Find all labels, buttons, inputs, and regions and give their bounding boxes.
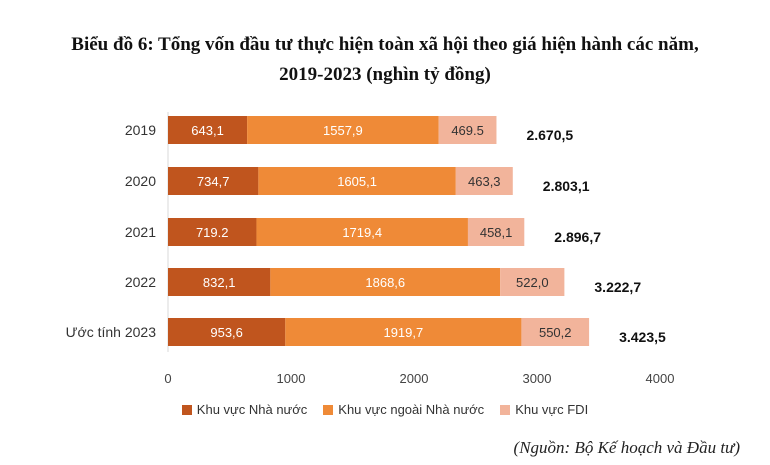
bar-segment (256, 218, 468, 246)
data-label: 1719,4 (342, 225, 382, 240)
legend-item: Khu vực ngoài Nhà nước (323, 402, 484, 417)
data-label: 550,2 (539, 325, 572, 340)
bar-segment (438, 116, 497, 144)
chart-legend: Khu vực Nhà nước Khu vực ngoài Nhà nước Kh… (0, 402, 770, 417)
chart-title-line1: Biểu đồ 6: Tổng vốn đầu tư thực hiện toà… (71, 34, 699, 55)
data-label: 463,3 (468, 174, 501, 189)
category-label: 2021 (125, 224, 156, 240)
data-label: 643,1 (191, 123, 224, 138)
legend-label: Khu vực Nhà nước (196, 402, 308, 417)
category-label: 2019 (125, 122, 156, 138)
data-label: 1605,1 (337, 174, 377, 189)
data-label: 458,1 (480, 225, 513, 240)
bar-segment (168, 218, 257, 246)
chart-title-line2: 2019-2023 (nghìn tỷ đồng) (279, 64, 491, 85)
bar-segment (285, 318, 522, 346)
x-tick-label: 3000 (523, 371, 552, 386)
bar-segment (500, 268, 565, 296)
total-label: 3.423,5 (619, 329, 666, 345)
legend-item: Khu vực Nhà nước (181, 402, 308, 417)
bar-segment (467, 218, 525, 246)
bar-segment (258, 167, 456, 195)
total-label: 3.222,7 (594, 279, 641, 295)
legend-label: Khu vực FDI (515, 402, 589, 417)
data-label: 1868,6 (365, 275, 405, 290)
bar-segment (455, 167, 513, 195)
bar-segment (270, 268, 501, 296)
data-label: 469.5 (451, 123, 484, 138)
x-tick-label: 0 (164, 371, 171, 386)
category-label: 2020 (125, 173, 156, 189)
data-label: 832,1 (203, 275, 236, 290)
x-tick-label: 4000 (646, 371, 675, 386)
bar-segment (168, 116, 248, 144)
data-label: 953,6 (210, 325, 243, 340)
data-label: 522,0 (516, 275, 549, 290)
total-label: 2.896,7 (554, 229, 601, 245)
bar-segment (168, 268, 271, 296)
stacked-bar-chart: 0 1000 2000 3000 4000 2019 643,1 1557,9 469.5 2.6… (66, 112, 675, 386)
legend-swatch (323, 404, 334, 415)
category-label: 2022 (125, 274, 156, 290)
bar-segment (168, 167, 259, 195)
bar-segment (168, 318, 286, 346)
legend-item: Khu vực FDI (500, 402, 588, 417)
category-label: Ước tính 2023 (66, 324, 157, 340)
data-label: 734,7 (197, 174, 230, 189)
data-label: 1919,7 (383, 325, 423, 340)
legend-swatch (181, 404, 192, 415)
x-tick-label: 2000 (400, 371, 429, 386)
data-label: 1557,9 (323, 123, 363, 138)
source-note: (Nguồn: Bộ Kế hoạch và Đầu tư) (513, 438, 740, 457)
x-tick-label: 1000 (277, 371, 306, 386)
bar-segment (247, 116, 439, 144)
legend-label: Khu vực ngoài Nhà nước (338, 402, 485, 417)
total-label: 2.670,5 (526, 127, 573, 143)
data-label: 719.2 (196, 225, 229, 240)
chart-title: Biểu đồ 6: Tổng vốn đầu tư thực hiện toà… (0, 30, 770, 90)
legend-swatch (500, 404, 511, 415)
bar-segment (521, 318, 590, 346)
total-label: 2.803,1 (543, 178, 590, 194)
